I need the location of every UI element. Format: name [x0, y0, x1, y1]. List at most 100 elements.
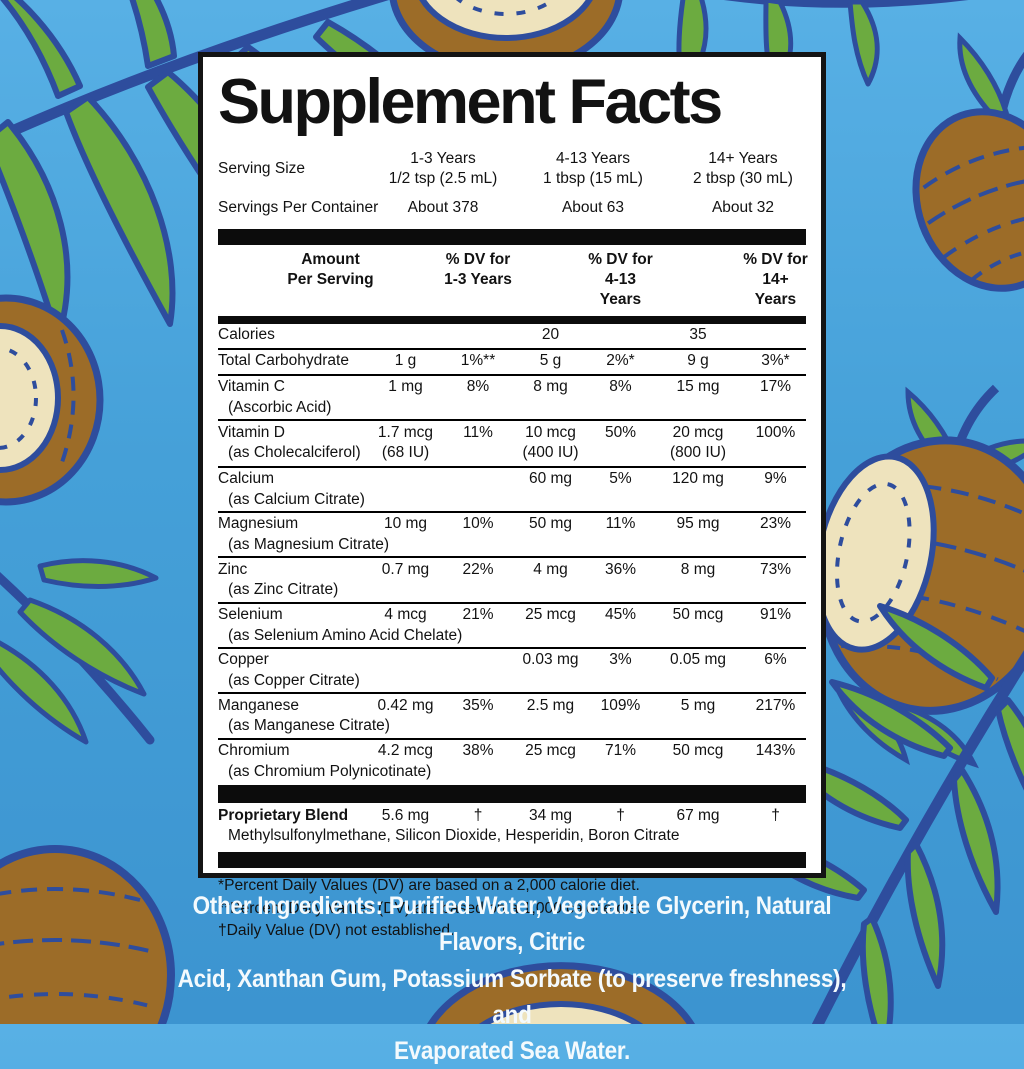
- table-row: Vitamin C 1 mg 8% 8 mg 8% 15 mg 17% (Ascorbic A…: [218, 373, 806, 419]
- nutrient-name: Copper: [218, 651, 269, 669]
- nutrient-value: 0.7 mg: [381, 560, 430, 578]
- nutrient-value: 1%**: [460, 352, 496, 370]
- nutrient-value: 73%: [759, 560, 792, 578]
- header-amount-per-serving: Amount Per Serving: [287, 250, 374, 288]
- nutrient-value: 35%: [462, 696, 494, 714]
- nutrient-value: 109%: [600, 696, 641, 714]
- other-ingredients-line: Acid, Xanthan Gum, Potassium Sorbate (to…: [177, 964, 847, 1029]
- serving-size-col-3: 14+ Years 2 tbsp (30 mL): [693, 150, 793, 188]
- nutrient-value: 50%: [604, 423, 637, 441]
- coconut-left-icon: [0, 294, 104, 506]
- coconut-top-right-icon: [912, 32, 1024, 292]
- nutrient-value: 4 mcg: [384, 606, 427, 624]
- nutrient-name: Vitamin C: [218, 378, 285, 396]
- table-row: Magnesium 10 mg 10% 50 mg 11% 95 mg 23% (as Mag…: [218, 510, 806, 556]
- header-dv-4-13-years: % DV for 4-13 Years: [588, 250, 653, 308]
- nutrient-value: 17%: [759, 378, 792, 396]
- nutrient-value: 50 mcg: [672, 606, 724, 624]
- nutrient-value: 25 mcg: [525, 742, 576, 760]
- table-row: Calcium 60 mg 5% 120 mg 9% (as Calcium Citrat…: [218, 465, 806, 511]
- nutrient-value: 20 mcg: [672, 423, 724, 441]
- nutrient-name: Magnesium: [218, 515, 299, 533]
- nutrient-value: 6%: [764, 651, 787, 669]
- nutrient-value: 11%: [605, 515, 636, 533]
- nutrient-name: Manganese: [218, 696, 300, 714]
- table-row: Copper 0.03 mg 3% 0.05 mg 6% (as Copper Citra…: [218, 646, 806, 692]
- nutrient-value: 1 mg: [388, 378, 423, 396]
- nutrient-value: 5 g: [539, 352, 562, 370]
- nutrient-value: 21%: [462, 606, 494, 624]
- table-row: Vitamin D 1.7 mcg 11% 10 mcg 50% 20 mcg 100% (a…: [218, 419, 806, 465]
- nutrient-sub-name: (as Magnesium Citrate): [228, 535, 390, 553]
- servings-count-2: About 63: [561, 199, 625, 217]
- nutrient-value: 71%: [604, 742, 637, 760]
- nutrient-value: 10 mg: [383, 515, 428, 533]
- nutrient-value: 50 mcg: [672, 742, 724, 760]
- nutrient-value: 3%: [609, 651, 632, 669]
- footnote-dv-not-established: †Daily Value (DV) not established.: [218, 921, 455, 939]
- nutrient-name: Chromium: [218, 742, 290, 760]
- palm-frond-left-icon: [0, 558, 159, 745]
- nutrient-sub-name: (as Calcium Citrate): [228, 490, 365, 508]
- proprietary-value: †: [771, 806, 780, 824]
- divider-bar-top: [218, 228, 806, 245]
- proprietary-value: †: [473, 806, 483, 824]
- nutrient-value: 2%*: [606, 352, 635, 370]
- nutrient-value: 0.42 mg: [377, 696, 434, 714]
- footnote-1000-calorie: **Percent Daily Values (DV) are based on…: [218, 899, 646, 917]
- table-row: Zinc 0.7 mg 22% 4 mg 36% 8 mg 73% (as Zinc Citr…: [218, 556, 806, 601]
- table-header-row: Amount Per Serving % DV for 1-3 Years % …: [218, 245, 808, 316]
- divider-bar-proprietary-bottom: [218, 852, 806, 869]
- nutrient-value: 38%: [462, 742, 494, 760]
- table-row: Calories 20 35: [218, 324, 806, 348]
- proprietary-ingredients: Methylsulfonylmethane, Silicon Dioxide, …: [228, 826, 680, 844]
- nutrient-value: 95 mg: [676, 515, 720, 533]
- nutrient-value: 143%: [755, 742, 796, 760]
- nutrient-value: 100%: [755, 423, 796, 441]
- nutrient-value: 4.2 mcg: [377, 742, 434, 760]
- nutrient-value: 8 mg: [680, 560, 716, 578]
- proprietary-blend-name: Proprietary Blend: [218, 806, 349, 824]
- nutrient-value: 0.05 mg: [669, 651, 726, 669]
- nutrient-value: 8%: [609, 378, 632, 396]
- proprietary-value: 5.6 mg: [381, 806, 430, 824]
- coconut-bottom-center-icon: [427, 962, 695, 1024]
- nutrient-value: 8%: [466, 378, 490, 396]
- nutrient-value: 10 mcg: [525, 423, 576, 441]
- nutrient-value: 36%: [604, 560, 637, 578]
- table-row: Selenium 4 mcg 21% 25 mcg 45% 50 mcg 91% (as Se…: [218, 601, 806, 647]
- nutrient-name: Calories: [218, 326, 275, 344]
- servings-count-3: About 32: [711, 199, 775, 217]
- other-ingredients-line: Other Ingredients: Purified Water, Veget…: [192, 892, 832, 957]
- servings-per-container-row: Servings Per Container About 378 About 6…: [218, 198, 806, 218]
- nutrient-value: 35: [689, 326, 707, 344]
- nutrient-name: Selenium: [218, 606, 283, 624]
- nutrient-sub-value: (400 IU): [522, 444, 579, 462]
- proprietary-value: 34 mg: [528, 806, 573, 824]
- proprietary-blend-section: Proprietary Blend 5.6 mg † 34 mg † 67 mg…: [218, 803, 806, 852]
- nutrient-value: 5%: [609, 470, 632, 488]
- nutrient-value: 2.5 mg: [526, 696, 575, 714]
- coconut-bottom-left-icon: [0, 845, 175, 1024]
- divider-bar-header: [218, 315, 806, 324]
- nutrient-value: 4 mg: [533, 560, 568, 578]
- nutrient-sub-name: (as Selenium Amino Acid Chelate): [228, 626, 463, 644]
- servings-count-1: About 378: [407, 199, 479, 217]
- nutrient-value: 23%: [759, 515, 792, 533]
- nutrient-value: 8 mg: [533, 378, 568, 396]
- nutrient-sub-name: (as Cholecalciferol): [228, 444, 361, 462]
- nutrient-rows: Calories 20 35 Total Carbohydrate 1 g 1%** 5 g…: [218, 324, 806, 783]
- nutrient-sub-name: (as Zinc Citrate): [228, 581, 339, 599]
- footnotes: *Percent Daily Values (DV) are based on …: [218, 875, 806, 941]
- nutrient-value: 5 mg: [680, 696, 716, 714]
- nutrient-name: Total Carbohydrate: [218, 352, 349, 370]
- nutrient-value: 20: [541, 326, 560, 344]
- other-ingredients-line: Evaporated Sea Water.: [393, 1037, 631, 1065]
- proprietary-value: 67 mg: [676, 806, 720, 824]
- nutrient-value: 25 mcg: [525, 606, 576, 624]
- header-dv-14-years: % DV for 14+ Years: [743, 250, 808, 308]
- nutrient-value: 3%*: [761, 352, 790, 370]
- nutrient-sub-name: (as Chromium Polynicotinate): [228, 762, 432, 780]
- serving-size-col-1: 1-3 Years 1/2 tsp (2.5 mL): [388, 150, 498, 188]
